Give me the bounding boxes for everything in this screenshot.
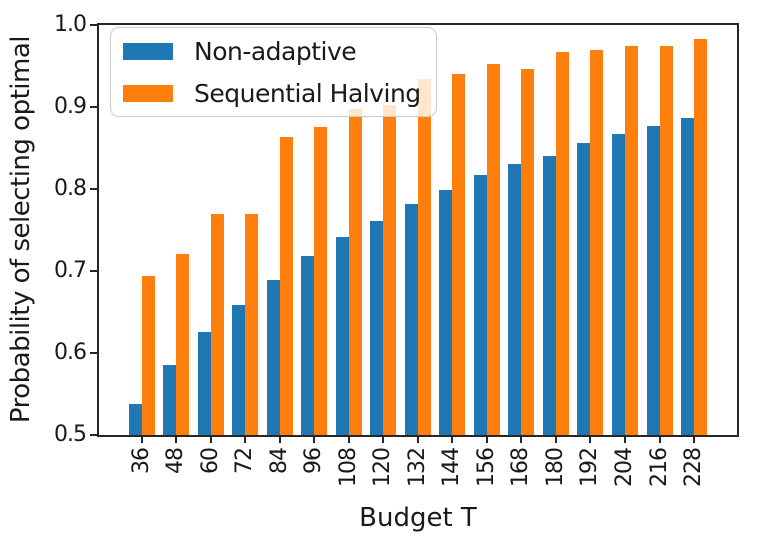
y-tick-label: 0.7 xyxy=(54,258,87,283)
bar-sequential-halving xyxy=(383,105,397,435)
bar-non-adaptive xyxy=(439,189,453,435)
bar-non-adaptive xyxy=(681,118,695,435)
y-tick-label: 0.9 xyxy=(54,94,87,119)
bar-sequential-halving xyxy=(417,79,431,435)
sequential-halving-swatch-icon xyxy=(123,84,173,102)
x-tick xyxy=(623,437,626,443)
bar-non-adaptive xyxy=(577,143,591,435)
x-tick xyxy=(554,437,557,443)
legend-item-sequential-halving: Sequential Halving xyxy=(123,79,436,108)
bar-non-adaptive xyxy=(611,134,625,435)
y-tick xyxy=(90,352,97,354)
bar-non-adaptive xyxy=(232,304,246,435)
x-tick-label: 72 xyxy=(232,448,258,474)
y-tick xyxy=(90,106,97,108)
bar-sequential-halving xyxy=(521,69,535,435)
x-tick xyxy=(658,437,661,443)
bar-sequential-halving xyxy=(659,45,673,435)
y-tick-label: 0.6 xyxy=(54,340,87,365)
bar-sequential-halving xyxy=(176,253,190,435)
bar-sequential-halving xyxy=(624,45,638,435)
x-tick-label: 204 xyxy=(611,448,637,487)
bar-sequential-halving xyxy=(694,38,708,435)
x-tick-label: 168 xyxy=(508,448,534,487)
x-tick-label: 48 xyxy=(163,448,189,474)
y-tick-label: 0.5 xyxy=(54,422,87,447)
bar-non-adaptive xyxy=(404,203,418,435)
bar-non-adaptive xyxy=(197,331,211,435)
x-tick xyxy=(589,437,592,443)
y-tick xyxy=(90,270,97,272)
bar-sequential-halving xyxy=(141,275,155,435)
x-tick xyxy=(382,437,385,443)
bar-non-adaptive xyxy=(163,365,177,435)
x-tick-label: 96 xyxy=(301,448,327,474)
x-tick-label: 120 xyxy=(370,448,396,487)
legend: Non-adaptive Sequential Halving xyxy=(110,27,437,117)
y-tick xyxy=(90,188,97,190)
x-tick xyxy=(140,437,143,443)
y-tick xyxy=(90,434,97,436)
y-axis-label: Probability of selecting optimal xyxy=(6,36,36,424)
bar-sequential-halving xyxy=(452,74,466,435)
bar-non-adaptive xyxy=(473,175,487,435)
x-tick xyxy=(278,437,281,443)
x-tick-label: 156 xyxy=(473,448,499,487)
bar-sequential-halving xyxy=(348,109,362,435)
x-tick-label: 216 xyxy=(646,448,672,487)
x-tick xyxy=(209,437,212,443)
legend-label-sequential-halving: Sequential Halving xyxy=(194,78,421,108)
x-tick-label: 180 xyxy=(542,448,568,487)
bar-non-adaptive xyxy=(335,236,349,435)
x-tick xyxy=(416,437,419,443)
bar-non-adaptive xyxy=(266,280,280,435)
x-tick xyxy=(520,437,523,443)
x-tick xyxy=(485,437,488,443)
bar-non-adaptive xyxy=(646,125,660,435)
x-tick-label: 60 xyxy=(197,448,223,474)
y-tick-label: 1.0 xyxy=(54,12,87,37)
bar-sequential-halving xyxy=(555,52,569,435)
x-tick-label: 84 xyxy=(266,448,292,474)
x-tick-label: 144 xyxy=(439,448,465,487)
bar-sequential-halving xyxy=(590,50,604,435)
bar-sequential-halving xyxy=(279,136,293,435)
bar-sequential-halving xyxy=(486,64,500,435)
bar-non-adaptive xyxy=(508,163,522,435)
non-adaptive-swatch-icon xyxy=(123,42,173,60)
x-axis-label-wrap: Budget T xyxy=(97,503,739,533)
legend-item-non-adaptive: Non-adaptive xyxy=(123,37,436,66)
x-tick xyxy=(244,437,247,443)
x-tick xyxy=(451,437,454,443)
x-tick-label: 228 xyxy=(681,448,707,487)
bar-non-adaptive xyxy=(301,256,315,435)
bar-non-adaptive xyxy=(128,403,142,435)
x-tick-label: 108 xyxy=(335,448,361,487)
x-tick xyxy=(313,437,316,443)
x-tick-label: 192 xyxy=(577,448,603,487)
y-tick xyxy=(90,24,97,26)
x-tick-label: 36 xyxy=(128,448,154,474)
x-tick xyxy=(175,437,178,443)
legend-label-non-adaptive: Non-adaptive xyxy=(194,36,357,66)
bar-sequential-halving xyxy=(210,214,224,435)
x-tick xyxy=(347,437,350,443)
bar-sequential-halving xyxy=(245,213,259,435)
x-tick-label: 132 xyxy=(404,448,430,487)
y-tick-label: 0.8 xyxy=(54,176,87,201)
x-tick xyxy=(693,437,696,443)
bar-sequential-halving xyxy=(314,126,328,435)
bar-non-adaptive xyxy=(370,220,384,435)
bar-non-adaptive xyxy=(542,156,556,435)
x-axis-label: Budget T xyxy=(359,503,477,533)
y-axis-label-wrap: Probability of selecting optimal xyxy=(6,23,36,437)
